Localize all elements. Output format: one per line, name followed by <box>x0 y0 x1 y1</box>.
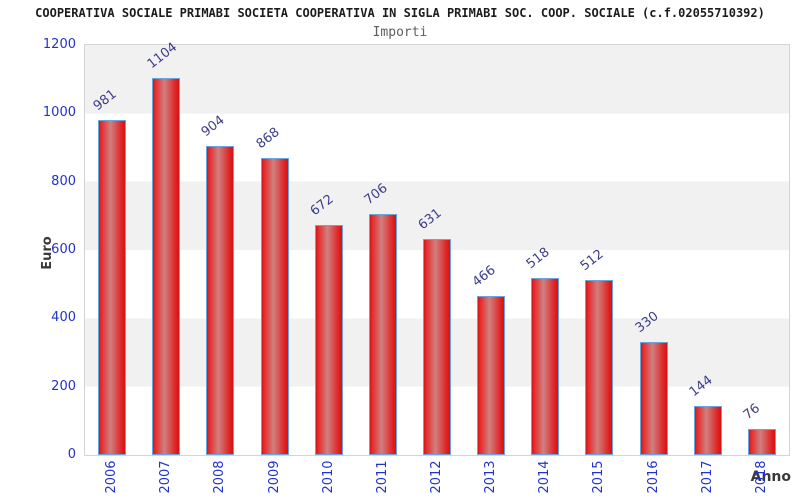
x-tick-2013: 2013 <box>483 460 499 494</box>
bar-value-2015: 512 <box>578 246 608 275</box>
chart-subtitle: Importi <box>372 25 428 40</box>
x-tick-2011: 2011 <box>374 460 390 494</box>
bar-value-2012: 631 <box>415 206 445 234</box>
bar-value-2007: 1104 <box>144 39 181 72</box>
x-tick-2007: 2007 <box>158 460 174 494</box>
chart-title: COOPERATIVA SOCIALE PRIMABI SOCIETA COOP… <box>35 6 765 20</box>
y-tick-1000: 1000 <box>42 105 76 121</box>
bar-2013 <box>477 295 506 455</box>
x-tick-2014: 2014 <box>537 460 553 494</box>
bar-2017 <box>693 405 722 455</box>
bar-value-2006: 981 <box>90 86 120 114</box>
x-tick-2015: 2015 <box>591 460 607 494</box>
x-tick-2012: 2012 <box>429 460 444 494</box>
x-tick-2009: 2009 <box>266 460 282 494</box>
bar-2011 <box>368 213 397 455</box>
bar-value-2018: 76 <box>740 401 763 424</box>
x-tick-2008: 2008 <box>212 460 228 494</box>
plot-area: 981 1104 904 868 672 706 631 466 518 512 330 144 76 <box>85 40 789 455</box>
x-axis-title: Anno <box>750 469 791 485</box>
bar-2009 <box>260 158 289 455</box>
bar-2018 <box>747 429 776 455</box>
bar-value-2010: 672 <box>307 192 337 220</box>
bar-value-2013: 466 <box>469 262 499 290</box>
bar-2015 <box>585 280 614 455</box>
bar-2014 <box>531 278 560 455</box>
bar-2012 <box>423 239 451 455</box>
x-tick-2017: 2017 <box>699 460 715 494</box>
bar-value-2014: 518 <box>524 244 553 273</box>
bar-value-2017: 144 <box>686 372 716 400</box>
x-tick-2016: 2016 <box>645 460 661 494</box>
y-tick-800: 800 <box>51 173 76 189</box>
y-tick-1200: 1200 <box>42 37 76 52</box>
bar-2016 <box>639 342 668 455</box>
y-tick-200: 200 <box>51 378 76 394</box>
y-tick-0: 0 <box>67 447 76 462</box>
x-tick-2006: 2006 <box>104 460 120 494</box>
bar-value-2016: 330 <box>632 309 662 337</box>
y-tick-400: 400 <box>51 310 76 326</box>
bar-2010 <box>314 225 343 455</box>
x-tick-2010: 2010 <box>320 460 336 494</box>
bar-2007 <box>152 77 181 455</box>
x-tick-2018: 2018 <box>753 460 769 494</box>
bar-2006 <box>98 119 127 455</box>
bar-2008 <box>206 146 235 455</box>
bar-value-2008: 904 <box>199 113 228 141</box>
bar-value-2009: 868 <box>253 125 283 153</box>
bar-value-2011: 706 <box>361 180 391 208</box>
y-tick-600: 600 <box>51 242 76 257</box>
